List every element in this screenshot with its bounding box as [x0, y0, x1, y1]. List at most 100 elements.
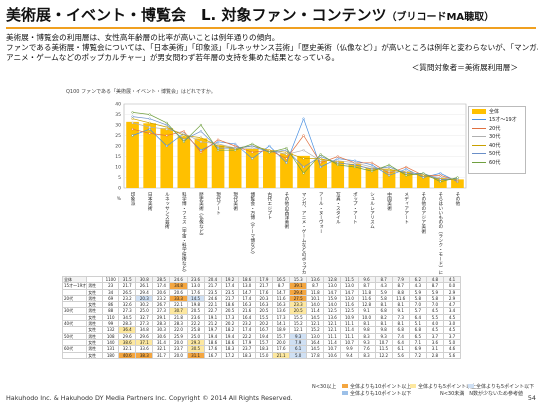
y-tick-label-1: 5 — [118, 175, 121, 181]
y-tick-label-3: 15 — [115, 154, 121, 160]
point-1-1 — [148, 132, 151, 135]
table-cell: 11.5 — [340, 275, 359, 284]
point-1-5 — [216, 138, 220, 141]
bar-3 — [177, 136, 191, 188]
table-cell: 8.7 — [425, 282, 444, 290]
table-cell: 8.3 — [357, 332, 376, 340]
point-4-1 — [148, 117, 151, 120]
point-2-0 — [131, 121, 134, 125]
point-4-18 — [439, 178, 442, 181]
table-cell: 0.0 — [442, 282, 462, 290]
table-cell: 15.2 — [306, 326, 325, 334]
y-tick-label-7: 35 — [115, 112, 121, 118]
point-3-15 — [387, 167, 391, 171]
point-1-3 — [182, 130, 186, 133]
table-cell: 9.3 — [289, 332, 308, 340]
point-4-15 — [387, 165, 391, 169]
table-row: 60代 男性 131 32.1 33.6 32.1 23.7 30.5 17.6 18.3 23.7… — [61, 345, 462, 353]
table-cell: 10.1 — [306, 294, 325, 303]
point-5-17 — [422, 172, 425, 175]
note-plus10-text: 全体よりも10ポイント以上 — [350, 384, 412, 390]
table-cell: 4.1 — [442, 275, 462, 284]
lead-line-3: アニメ・ゲームなどのポップカルチャー」が男女問わず若年層の支持を集めた結果となっ… — [6, 53, 340, 62]
table-row: 女性 110 34.5 32.7 29.1 21.8 23.6 19.1 17.3 16.4 15.… — [61, 313, 462, 322]
point-2-1 — [148, 125, 151, 129]
table-cell: 7.9 — [289, 338, 308, 347]
table-cell: 23.3 — [289, 301, 308, 309]
point-3-8 — [268, 149, 271, 152]
table-cell: 7.2 — [408, 351, 427, 359]
y-tick-label-6: 30 — [115, 123, 121, 129]
point-4-0 — [131, 115, 134, 118]
x-category-label-17: その他のアジア美術 — [421, 192, 426, 235]
table-cell: 13.0 — [340, 294, 359, 303]
table-cell: 15.7 — [272, 332, 291, 340]
table-cell: 20.5 — [289, 307, 308, 315]
note-n30-text: N<30以上 — [312, 384, 337, 390]
table-cell: 12.8 — [357, 301, 376, 309]
point-5-16 — [405, 174, 408, 177]
point-4-6 — [234, 146, 237, 150]
table-cell: 17.6 — [254, 288, 274, 296]
table-cell: 14.7 — [340, 288, 359, 296]
table-cell: 29.4 — [289, 288, 308, 296]
bar-1 — [143, 123, 156, 188]
table-cell: 8.1 — [374, 320, 393, 328]
table-cell: 16.7 — [254, 326, 274, 334]
table-cell: 19.4 — [254, 332, 274, 340]
y-tick-label-8: 40 — [115, 102, 121, 108]
note-minus10-text: 全体よりも10ポイント以下 — [350, 391, 412, 397]
point-5-18 — [439, 180, 442, 183]
point-4-12 — [336, 161, 339, 164]
table-cell: 4.7 — [442, 301, 462, 309]
point-1-7 — [251, 151, 254, 154]
point-5-7 — [251, 142, 254, 146]
note-minus5: 全体よりも5ポイント以下 — [468, 383, 534, 390]
table-cell: 14.0 — [306, 301, 325, 309]
table-cell: 2.9 — [442, 288, 462, 296]
point-5-6 — [234, 149, 237, 152]
table-cell: 11.8 — [306, 288, 325, 296]
x-category-label-13: ポップ・アート — [352, 192, 357, 225]
point-1-14 — [370, 161, 374, 164]
table-cell: 14.7 — [323, 288, 342, 296]
table-cell: 18.3 — [237, 351, 256, 359]
segment-matrix-table: 全体 1100 31.5 30.8 28.5 24.6 23.6 20.4 19.2 18.6 17… — [61, 275, 462, 359]
note-plus10: 全体よりも10ポイント以上 — [342, 383, 411, 390]
table-cell: 2.8 — [425, 351, 444, 359]
note-n30: N<30以上 — [312, 383, 336, 390]
table-cell: 11.1 — [323, 332, 342, 340]
point-4-10 — [302, 165, 305, 169]
table-cell: 11.4 — [323, 338, 342, 347]
point-4-11 — [319, 155, 322, 158]
table-cell: 9.1 — [357, 307, 376, 315]
legend-item-2: 20代 — [469, 124, 525, 133]
table-cell: 15.3 — [289, 275, 308, 284]
point-5-0 — [131, 111, 134, 114]
table-row: 30代 男性 88 27.3 25.0 27.3 30.7 20.5 22.7 20.5 21.6 2… — [61, 307, 462, 315]
row-group-label — [61, 326, 88, 334]
bar-4 — [194, 138, 208, 188]
table-cell: 20.2 — [254, 320, 274, 328]
table-row: 女性 132 36.4 34.8 30.3 22.0 25.8 19.7 18.2 17.4 16.… — [61, 326, 462, 334]
table-cell: 12.1 — [323, 326, 342, 334]
table-cell: 5.8 — [425, 294, 444, 303]
table-cell: 11.6 — [357, 294, 376, 303]
table-cell: 15.2 — [289, 320, 308, 328]
table-cell: 10.0 — [357, 313, 376, 322]
table-cell: 20.3 — [254, 294, 274, 303]
bar-16 — [399, 171, 413, 188]
legend-item-0: 全体 — [469, 107, 525, 116]
table-cell: 4.5 — [425, 307, 444, 315]
table-cell: 7.1 — [408, 338, 427, 347]
point-4-7 — [251, 144, 254, 148]
point-1-18 — [439, 174, 442, 177]
point-5-8 — [268, 151, 271, 154]
legend-item-4: 40代 — [469, 141, 525, 150]
table-cell: 4.3 — [408, 282, 427, 290]
table-cell: 18.9 — [272, 326, 291, 334]
table-cell: 3.0 — [442, 320, 462, 328]
legend-item-6: 60代 — [469, 158, 525, 167]
table-cell: 9.9 — [340, 345, 359, 353]
point-0-15 — [387, 174, 391, 177]
